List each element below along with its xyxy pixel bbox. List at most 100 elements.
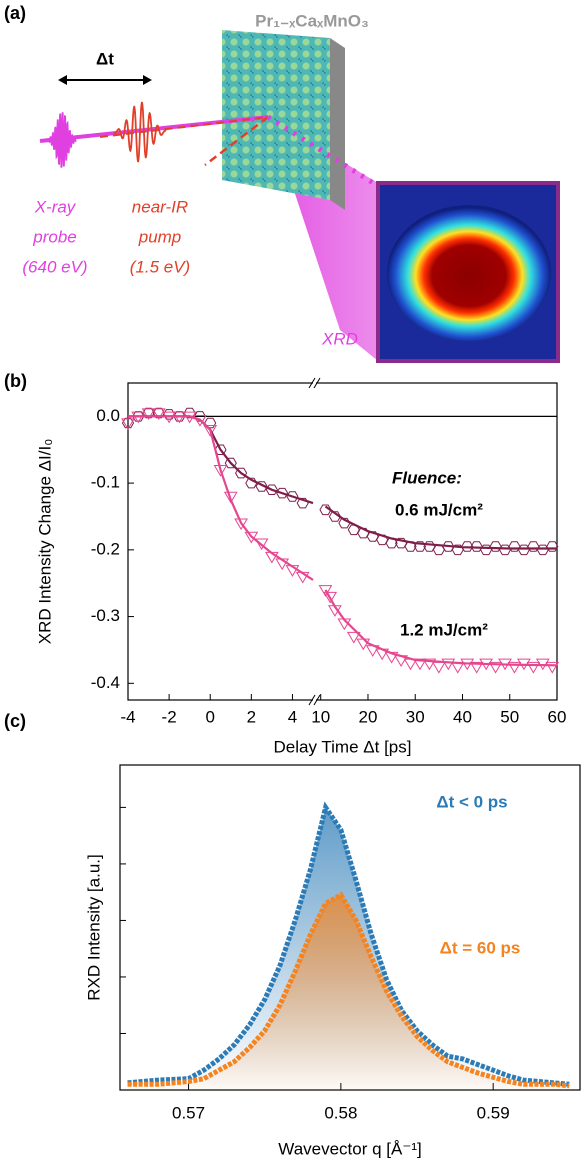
axis-break <box>313 697 316 703</box>
data-point <box>234 518 248 531</box>
pump-label: pump <box>138 227 182 246</box>
pump-reflection <box>204 116 269 166</box>
sample <box>222 30 330 200</box>
data-point <box>498 544 512 556</box>
data-point <box>255 481 268 492</box>
x-tick-label: 40 <box>453 707 472 726</box>
x-tick-label: 10 <box>311 707 330 726</box>
probe-label: (640 eV) <box>22 257 87 276</box>
data-point <box>296 497 309 509</box>
data-line <box>127 801 570 1087</box>
panel-label: (c) <box>4 711 26 731</box>
series-label: Δt < 0 ps <box>436 792 507 811</box>
data-point <box>193 415 207 427</box>
x-tick-label: 50 <box>500 707 519 726</box>
data-point <box>346 631 361 644</box>
data-point <box>480 544 493 556</box>
series-label: 1.2 mJ/cm² <box>400 620 488 639</box>
data-point <box>423 541 436 552</box>
data-point <box>451 544 464 556</box>
data-point <box>526 661 541 674</box>
data-point <box>318 585 333 597</box>
data-point <box>203 425 218 437</box>
pump-label: near-IR <box>132 197 188 216</box>
data-point <box>152 407 165 419</box>
data-point <box>441 658 456 671</box>
data-point <box>224 457 237 469</box>
data-point <box>338 517 351 529</box>
diffraction-spot <box>387 205 551 341</box>
probe-label: probe <box>32 227 76 246</box>
data-point <box>536 544 549 556</box>
y-tick-label: -0.4 <box>91 673 120 692</box>
pump-label: (1.5 eV) <box>130 257 190 276</box>
data-point <box>319 504 332 516</box>
series-label: Δt = 60 ps <box>440 938 521 957</box>
data-point <box>413 541 427 552</box>
data-point <box>422 658 437 671</box>
x-tick-label: 60 <box>548 707 567 726</box>
annotation: Fluence: <box>392 468 462 487</box>
data-point <box>489 541 502 552</box>
y-tick-label: -0.1 <box>91 473 120 492</box>
data-line <box>127 891 570 1089</box>
y-tick-label: 0.0 <box>96 406 120 425</box>
x-tick-label: 30 <box>406 707 425 726</box>
data-point <box>245 477 258 489</box>
data-point <box>276 487 289 499</box>
data-point <box>488 661 503 674</box>
data-point <box>328 511 341 522</box>
delay-label: Δt <box>96 49 114 68</box>
data-point <box>376 534 389 546</box>
data-point <box>254 538 269 551</box>
sample-side <box>330 38 345 210</box>
probe-pulse <box>47 112 77 168</box>
data-point <box>507 661 522 674</box>
data-point <box>121 418 135 431</box>
area <box>127 895 570 1090</box>
data-point <box>357 527 370 539</box>
data-point <box>323 591 338 604</box>
x-tick-label: 2 <box>247 707 256 726</box>
x-axis-label: Wavevector q [Å⁻¹] <box>278 1139 421 1158</box>
data-point <box>431 661 446 674</box>
data-point <box>265 484 278 495</box>
data-point <box>546 541 559 552</box>
data-point <box>286 491 299 502</box>
data-point <box>121 417 135 429</box>
x-tick-label: 0.58 <box>324 1103 357 1122</box>
diffracted-beam <box>266 114 380 189</box>
data-point <box>508 541 521 552</box>
data-point <box>141 408 156 421</box>
x-axis-label: Delay Time Δt [ps] <box>274 737 412 756</box>
data-point <box>244 531 259 544</box>
x-tick-label: 0.57 <box>172 1103 205 1122</box>
x-tick-label: 4 <box>288 707 297 726</box>
data-point <box>142 407 155 419</box>
break-marks <box>308 377 321 706</box>
x-tick-label: -4 <box>120 707 135 726</box>
data-point <box>235 467 248 479</box>
fit-line <box>128 415 558 667</box>
data-point <box>223 491 238 504</box>
plot-frame <box>127 382 558 701</box>
panel-label: (b) <box>4 371 27 391</box>
data-point <box>469 661 484 674</box>
detector-label: XRD <box>321 329 358 348</box>
y-tick-label: -0.3 <box>91 606 120 625</box>
x-tick-label: 0.59 <box>477 1103 510 1122</box>
x-tick-label: 0 <box>205 707 214 726</box>
data-point <box>395 537 408 549</box>
series-label: 0.6 mJ/cm² <box>395 500 483 519</box>
axis-break <box>313 380 316 386</box>
data-point <box>527 541 540 552</box>
y-axis-label: RXD Intensity [a.u.] <box>84 854 103 1000</box>
x-tick-label: -2 <box>162 707 177 726</box>
data-point <box>545 661 560 674</box>
data-point <box>517 544 530 556</box>
fit-line <box>128 415 557 550</box>
y-axis-label: XRD Intensity Change ΔI/I₀ <box>35 439 54 645</box>
data-point <box>413 658 427 671</box>
probe-label: X-ray <box>34 197 77 216</box>
